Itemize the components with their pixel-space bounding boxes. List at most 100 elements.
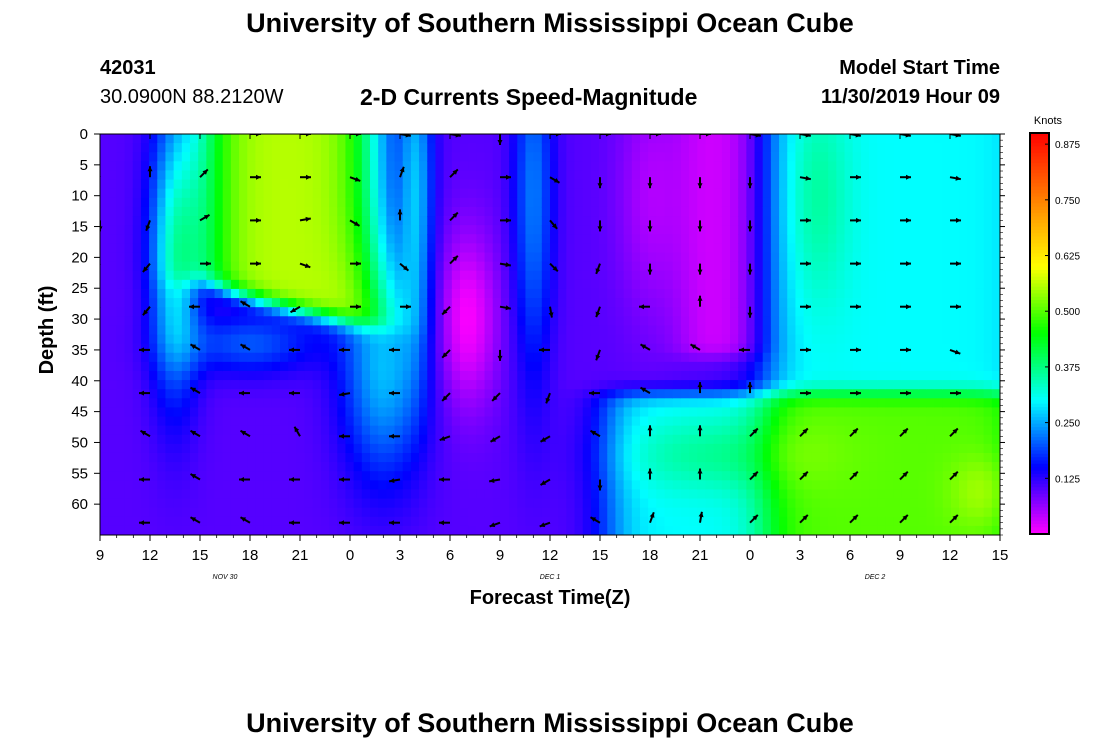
- heat-cell: [942, 334, 952, 345]
- heat-cell: [410, 480, 420, 491]
- heat-cell: [926, 407, 936, 418]
- heat-cell: [730, 352, 739, 363]
- heat-cell: [721, 361, 731, 372]
- heat-cell: [288, 452, 297, 463]
- heat-cell: [263, 389, 273, 399]
- heat-cell: [149, 170, 158, 181]
- heat-cell: [844, 507, 854, 518]
- heat-cell: [460, 216, 469, 226]
- heat-cell: [329, 325, 338, 336]
- heat-cell: [124, 307, 134, 317]
- heat-cell: [386, 434, 396, 445]
- heat-cell: [590, 480, 600, 491]
- heat-cell: [967, 279, 977, 290]
- heat-cell: [590, 252, 600, 263]
- heat-cell: [460, 462, 469, 472]
- heat-cell: [460, 370, 469, 381]
- heat-cell: [983, 380, 993, 390]
- heat-cell: [754, 298, 764, 308]
- heat-cell: [312, 389, 322, 399]
- heat-cell: [484, 443, 494, 454]
- heat-cell: [550, 316, 559, 326]
- heat-cell: [828, 225, 837, 235]
- heat-cell: [468, 170, 477, 181]
- heat-cell: [525, 143, 535, 153]
- heat-cell: [803, 161, 813, 172]
- heat-cell: [271, 443, 281, 454]
- heat-cell: [124, 188, 134, 199]
- heat-cell: [173, 452, 183, 463]
- heat-cell: [550, 143, 559, 153]
- heat-cell: [353, 480, 363, 491]
- heat-cell: [492, 188, 502, 199]
- heat-cell: [754, 370, 764, 381]
- heat-cell: [738, 462, 747, 472]
- heat-cell: [402, 298, 412, 308]
- heat-cell: [672, 143, 682, 153]
- heat-cell: [451, 170, 461, 181]
- heat-cell: [181, 452, 191, 463]
- heat-cell: [206, 161, 216, 172]
- current-vector: [949, 175, 961, 181]
- heat-cell: [100, 179, 109, 190]
- heat-cell: [697, 425, 707, 436]
- heat-cell: [337, 152, 347, 162]
- heat-cell: [100, 197, 109, 208]
- heat-cell: [280, 516, 289, 527]
- heat-cell: [419, 279, 428, 290]
- heat-cell: [460, 161, 469, 172]
- heat-cell: [664, 234, 674, 244]
- heat-cell: [190, 261, 199, 272]
- heat-cell: [370, 389, 379, 399]
- heat-cell: [500, 361, 510, 372]
- heat-cell: [901, 489, 911, 500]
- heat-cell: [599, 307, 608, 317]
- heat-cell: [492, 416, 502, 427]
- heat-cell: [157, 516, 167, 527]
- heat-cell: [566, 352, 576, 363]
- heat-cell: [746, 334, 756, 345]
- heat-cell: [869, 389, 878, 399]
- heat-cell: [713, 407, 723, 418]
- heat-cell: [631, 225, 641, 235]
- heat-cell: [689, 216, 698, 226]
- heat-cell: [427, 452, 437, 463]
- heat-cell: [402, 389, 412, 399]
- heat-cell: [492, 261, 502, 272]
- heat-cell: [525, 161, 535, 172]
- current-vector: [639, 386, 651, 394]
- heat-cell: [468, 480, 477, 491]
- heat-cell: [214, 389, 224, 399]
- heat-cell: [656, 243, 666, 254]
- heat-cell: [132, 398, 142, 409]
- current-vector: [595, 306, 601, 318]
- heat-cell: [811, 206, 821, 217]
- heat-cell: [623, 507, 633, 518]
- heat-cell: [149, 243, 158, 254]
- heat-cell: [844, 298, 854, 308]
- heat-cell: [443, 197, 453, 208]
- heat-cell: [705, 416, 715, 427]
- heat-cell: [378, 443, 387, 454]
- heat-cell: [541, 389, 551, 399]
- heat-cell: [541, 343, 551, 354]
- heat-cell: [230, 261, 240, 272]
- heat-cell: [885, 425, 895, 436]
- heat-cell: [762, 498, 772, 509]
- heat-cell: [402, 325, 412, 336]
- heat-cell: [533, 316, 543, 326]
- heat-cell: [959, 179, 968, 190]
- heat-cell: [820, 407, 829, 418]
- heat-cell: [435, 525, 445, 535]
- heat-cell: [124, 407, 134, 418]
- heat-cell: [198, 161, 207, 172]
- heat-cell: [566, 471, 576, 481]
- heat-cell: [844, 170, 854, 181]
- heat-cell: [509, 516, 518, 527]
- heat-cell: [476, 270, 486, 281]
- heat-cell: [361, 270, 371, 281]
- heat-cell: [345, 288, 355, 299]
- heat-cell: [844, 188, 854, 199]
- heat-cell: [779, 206, 788, 217]
- heat-cell: [329, 389, 338, 399]
